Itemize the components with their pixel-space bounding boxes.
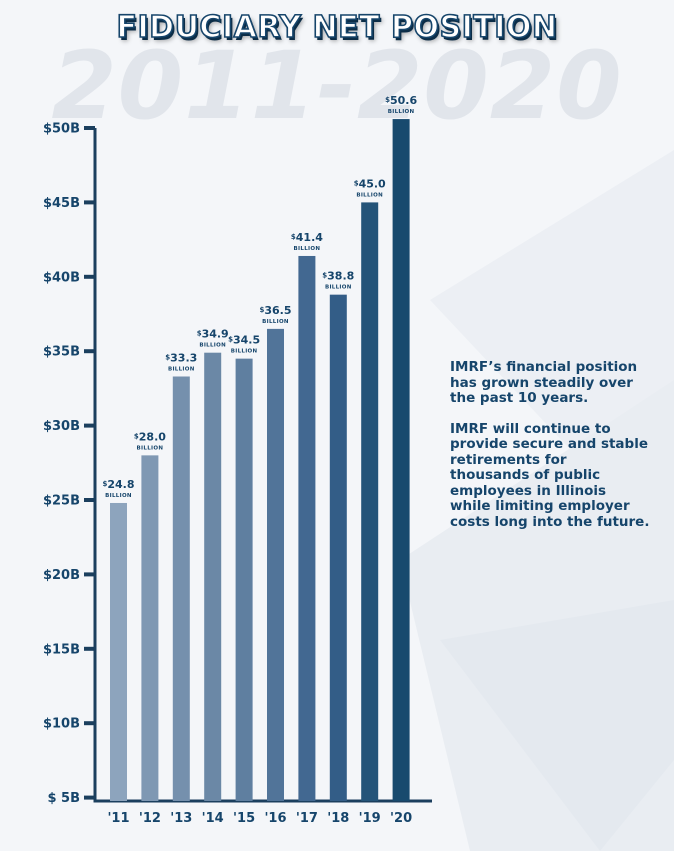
y-tick-label: $25B [43, 494, 80, 509]
bar [361, 202, 379, 801]
bar [298, 255, 316, 801]
bar [235, 358, 253, 801]
bar-value-label: $41.4 [291, 231, 323, 244]
x-category-label: '14 [202, 811, 224, 826]
x-category-label: '16 [264, 811, 286, 826]
bar [172, 376, 190, 801]
bar-unit-label: BILLION [137, 445, 164, 451]
bar-value-label: $50.6 [385, 94, 417, 107]
bar-value-label: $28.0 [134, 430, 166, 443]
x-category-label: '12 [139, 811, 161, 826]
x-category-label: '17 [296, 811, 318, 826]
bar-value-label: $24.8 [102, 478, 134, 491]
bar-unit-label: BILLION [294, 246, 321, 252]
x-category-label: '11 [107, 811, 129, 826]
y-tick-label: $30B [43, 419, 80, 434]
bar [392, 119, 410, 801]
x-category-label: '13 [170, 811, 192, 826]
chart-title: FIDUCIARY NET POSITION [116, 9, 558, 46]
bar-value-label: $36.5 [259, 304, 291, 317]
side-paragraph-2: IMRF will continue to provide secure and… [450, 420, 650, 530]
x-category-label: '19 [359, 811, 381, 826]
y-tick-label: $15B [43, 642, 80, 657]
bar [204, 352, 222, 801]
y-tick-label: $35B [43, 345, 80, 360]
x-category-label: '18 [327, 811, 349, 826]
y-tick-label: $45B [43, 196, 80, 211]
bar-unit-label: BILLION [199, 343, 226, 349]
bar [141, 455, 159, 801]
bar-value-label: $38.8 [322, 270, 354, 283]
bar-unit-label: BILLION [388, 109, 415, 115]
y-tick-label: $40B [43, 270, 80, 285]
bar-unit-label: BILLION [356, 192, 383, 198]
bar [329, 294, 347, 801]
side-description: IMRF’s financial position has grown stea… [450, 359, 650, 545]
y-tick-label: $50B [43, 122, 80, 137]
bar-value-label: $34.5 [228, 334, 260, 347]
bar-value-label: $34.9 [197, 328, 229, 341]
y-tick-label: $20B [43, 568, 80, 583]
bar-unit-label: BILLION [231, 349, 258, 355]
chart-subtitle-watermark: 2011-2020 [51, 32, 623, 141]
bar-value-label: $33.3 [165, 351, 197, 364]
bar-unit-label: BILLION [105, 493, 132, 499]
bar-unit-label: BILLION [325, 285, 352, 291]
y-tick-label: $ 5B [47, 791, 80, 806]
bar-unit-label: BILLION [168, 366, 195, 372]
bar [267, 328, 284, 801]
y-tick-label: $10B [43, 717, 80, 732]
x-category-label: '20 [390, 811, 412, 826]
side-paragraph-1: IMRF’s financial position has grown stea… [450, 359, 638, 406]
bar-unit-label: BILLION [262, 319, 289, 325]
x-category-label: '15 [233, 811, 255, 826]
bar-value-label: $45.0 [354, 177, 386, 190]
bar [110, 502, 127, 801]
